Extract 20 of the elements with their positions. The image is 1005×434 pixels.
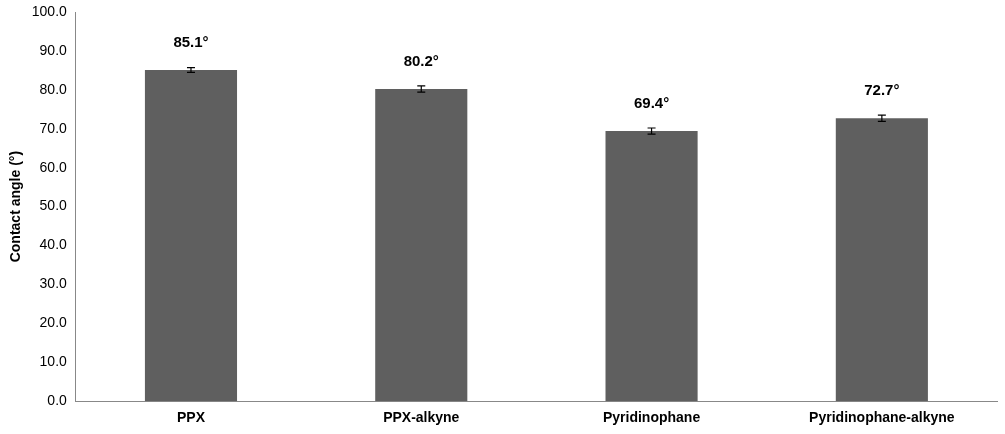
x-tick-label: PPX-alkyne (383, 409, 460, 426)
x-tick-label: Pyridinophane (602, 409, 701, 426)
x-tick-label: PPX (176, 409, 206, 426)
data-label: 85.1° (173, 32, 209, 50)
y-tick-label: 70.0 (39, 119, 68, 136)
y-tick-label: 80.0 (39, 80, 68, 97)
y-tick-label: 40.0 (39, 236, 68, 253)
y-tick-label: 10.0 (39, 353, 68, 370)
y-tick-label: 0.0 (47, 392, 68, 409)
y-axis-title: Contact angle (°) (7, 150, 24, 263)
y-tick-label: 50.0 (39, 197, 68, 214)
y-tick-label: 20.0 (39, 314, 68, 331)
y-tick-label: 90.0 (39, 41, 68, 58)
y-tick-label: 100.0 (31, 2, 68, 19)
data-label: 69.4° (633, 93, 670, 111)
data-label: 80.2° (403, 51, 439, 69)
y-tick-label: 60.0 (39, 158, 68, 175)
data-label: 72.7° (864, 80, 900, 98)
y-tick-label: 30.0 (39, 275, 68, 292)
x-tick-label: Pyridinophane-alkyne (809, 409, 955, 426)
